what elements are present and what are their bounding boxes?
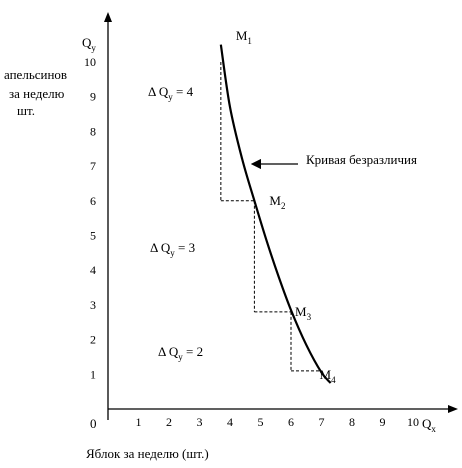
x-tick-label: 3 [197,415,203,429]
x-tick-label: 6 [288,415,294,429]
y-tick-label: 4 [90,263,96,277]
x-tick-label: 4 [227,415,233,429]
y-axis-label-line-3: шт. [17,103,35,118]
delta-label: Δ Qy = 3 [150,240,195,258]
point-labels: M1 M2 M3 M4 [236,28,336,385]
x-tick-label: 7 [319,415,325,429]
y-tick-label: 1 [90,367,96,381]
y-axis-arrow-icon [104,12,112,22]
y-axis-symbol: Qy [82,35,96,53]
point-label-m1: M1 [236,28,252,46]
x-axis-arrow-icon [448,405,458,413]
y-tick-label: 9 [90,90,96,104]
delta-label: Δ Qy = 4 [148,84,194,102]
y-tick-label: 10 [84,55,96,69]
curve-annotation: Кривая безразличия [306,152,417,167]
x-tick-label: 1 [136,415,142,429]
x-tick-labels: 1 2 3 4 5 6 7 8 9 10 [136,415,420,429]
delta-labels: Δ Qy = 4 Δ Qy = 3 Δ Qy = 2 [148,84,203,362]
point-label-m2: M2 [269,193,285,211]
point-label-m4: M4 [320,367,337,385]
y-axis-label-line-2: за неделю [9,86,65,101]
point-label-m3: M3 [295,304,312,322]
x-tick-label: 2 [166,415,172,429]
delta-label: Δ Qy = 2 [158,344,203,362]
y-tick-label: 6 [90,194,96,208]
y-tick-label: 5 [90,229,96,243]
x-tick-label: 9 [380,415,386,429]
y-tick-label: 3 [90,298,96,312]
step-guides [220,62,322,372]
y-axis-label-line-1: апельсинов [4,67,67,82]
origin-label: 0 [90,416,97,431]
y-tick-label: 8 [90,124,96,138]
x-axis-label: Яблок за неделю (шт.) [86,446,209,461]
indifference-curve-line [219,44,332,384]
y-tick-label: 2 [90,333,96,347]
x-tick-label: 5 [258,415,264,429]
x-axis-symbol: Qx [422,416,436,434]
x-tick-label: 10 [407,415,419,429]
y-tick-labels: 1 2 3 4 5 6 7 8 9 10 [84,55,96,381]
y-tick-label: 7 [90,159,96,173]
x-tick-label: 8 [349,415,355,429]
